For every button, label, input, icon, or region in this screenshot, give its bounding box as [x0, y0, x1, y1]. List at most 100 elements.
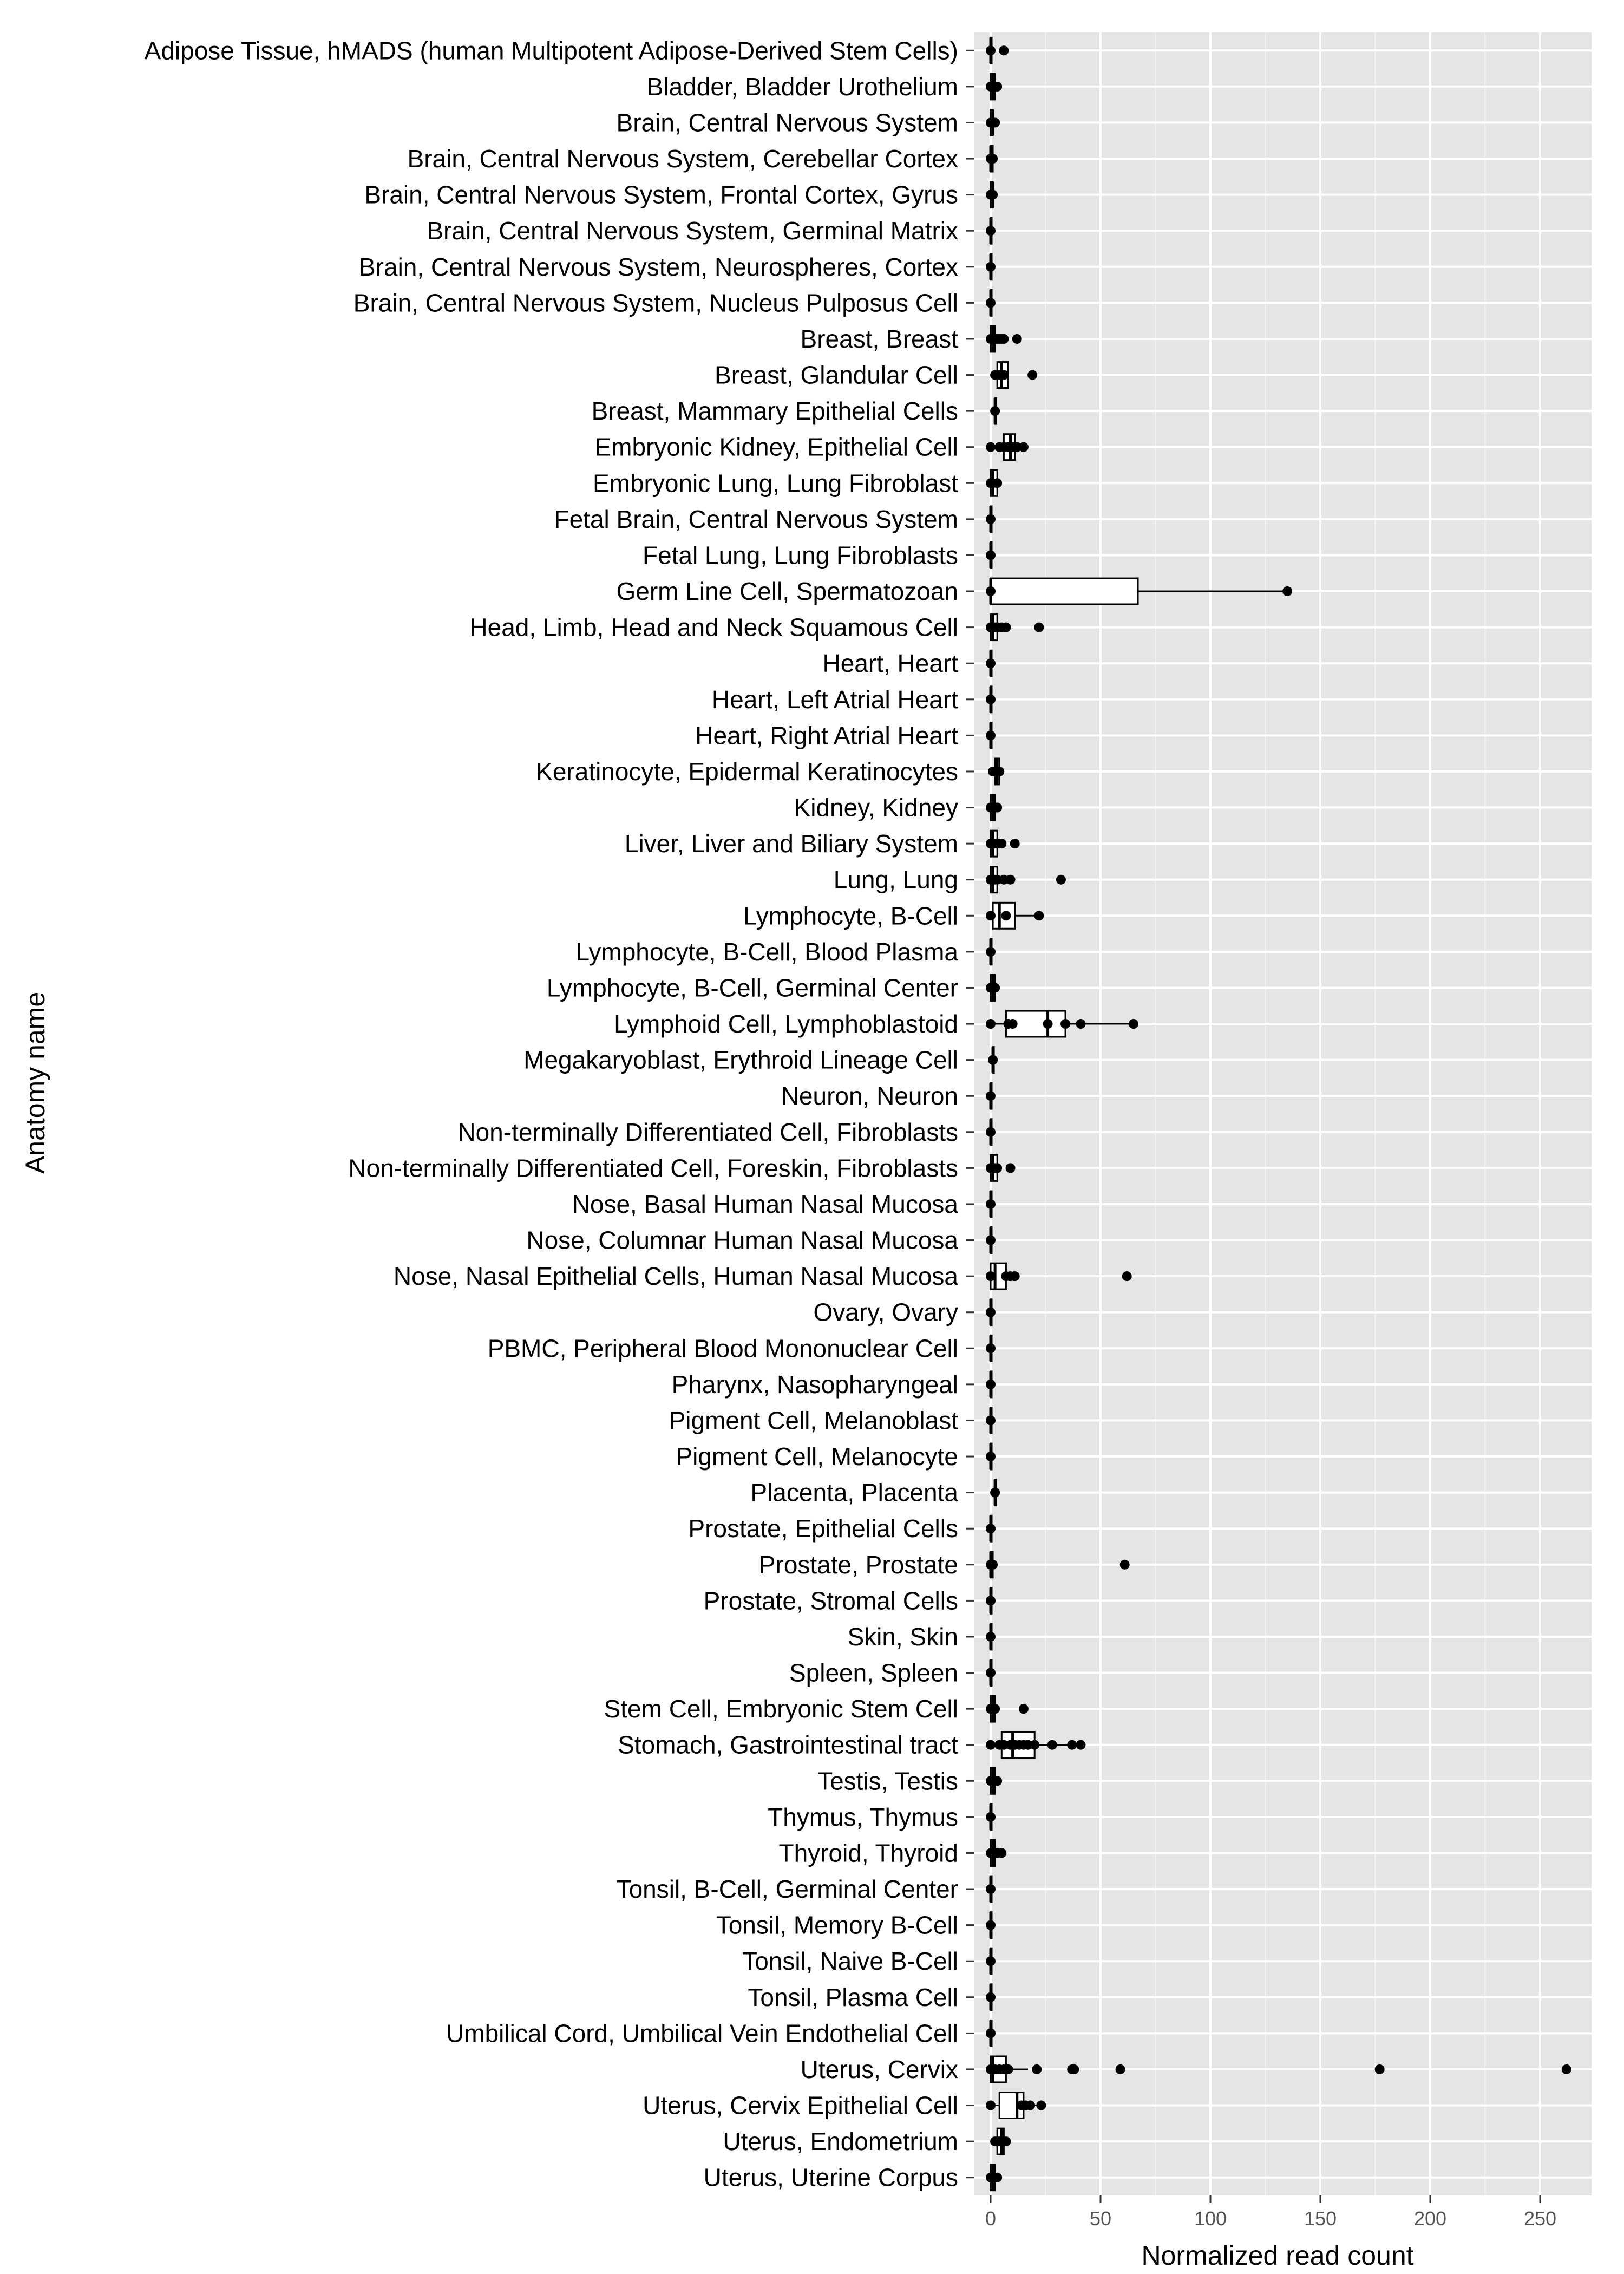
data-point [1128, 1019, 1138, 1029]
data-point [986, 1631, 996, 1642]
category-label: Prostate, Prostate [759, 1551, 958, 1579]
box-marks [986, 36, 1571, 2192]
category-label: Tonsil, B-Cell, Germinal Center [617, 1875, 958, 1903]
category-label: Heart, Left Atrial Heart [712, 685, 958, 714]
data-point [986, 1992, 996, 2002]
category-label: Pharynx, Nasopharyngeal [672, 1370, 958, 1399]
data-point [990, 117, 1000, 128]
data-point [986, 45, 996, 56]
category-label: Germ Line Cell, Spermatozoan [616, 577, 958, 605]
data-point [986, 1199, 996, 1209]
category-label: Bladder, Bladder Urothelium [647, 73, 958, 101]
data-point [994, 766, 1005, 776]
category-label: Thyroid, Thyroid [778, 1839, 958, 1867]
x-tick-label: 50 [1090, 2207, 1111, 2230]
grid-lines [974, 32, 1592, 2195]
y-axis-labels: Adipose Tissue, hMADS (human Multipotent… [145, 36, 959, 2191]
data-point [997, 1848, 1007, 1858]
category-label: Embryonic Lung, Lung Fibroblast [593, 469, 958, 497]
data-point [986, 911, 996, 921]
data-point [1010, 1271, 1020, 1282]
category-label: Brain, Central Nervous System, Frontal C… [364, 181, 958, 209]
data-point [992, 2172, 1003, 2182]
data-point [1005, 1163, 1016, 1173]
data-point [992, 478, 1003, 488]
data-point [986, 2028, 996, 2038]
data-point [986, 1740, 996, 1750]
data-point [986, 658, 996, 669]
category-label: Pigment Cell, Melanocyte [676, 1442, 958, 1471]
category-label: Prostate, Epithelial Cells [688, 1514, 958, 1543]
data-point [1122, 1271, 1132, 1282]
data-point [986, 226, 996, 236]
data-point [990, 1704, 1000, 1714]
data-point [999, 334, 1009, 344]
category-label: Non-terminally Differentiated Cell, Fore… [348, 1154, 958, 1182]
data-point [1003, 2064, 1013, 2074]
data-point [988, 1055, 998, 1065]
category-label: Brain, Central Nervous System [617, 108, 958, 136]
data-point [1007, 1019, 1018, 1029]
data-point [986, 1343, 996, 1354]
category-label: Brain, Central Nervous System, Cerebella… [408, 145, 958, 173]
data-point [986, 1019, 996, 1029]
data-point [999, 45, 1009, 56]
category-label: Lymphoid Cell, Lymphoblastoid [614, 1010, 958, 1038]
category-label: Nose, Nasal Epithelial Cells, Human Nasa… [394, 1262, 959, 1290]
y-axis-ticks [966, 49, 974, 2179]
category-label: Tonsil, Plasma Cell [748, 1983, 958, 2011]
category-label: Stem Cell, Embryonic Stem Cell [604, 1695, 958, 1723]
box [990, 577, 1139, 605]
category-label: Ovary, Ovary [813, 1298, 958, 1327]
data-point [988, 1559, 998, 1570]
data-point [992, 802, 1003, 813]
data-point [1076, 1740, 1086, 1750]
data-point [986, 514, 996, 524]
data-point [986, 1127, 996, 1137]
category-label: Heart, Heart [822, 649, 958, 677]
x-axis-title: Normalized read count [1141, 2240, 1413, 2271]
data-point [990, 406, 1000, 416]
category-label: Uterus, Cervix [801, 2055, 958, 2083]
data-point [992, 1776, 1003, 1786]
data-point [986, 946, 996, 957]
data-point [1012, 334, 1022, 344]
x-tick-label: 0 [985, 2207, 996, 2230]
category-label: Brain, Central Nervous System, Germinal … [427, 217, 958, 245]
data-point [1115, 2064, 1125, 2074]
data-point [1027, 370, 1038, 380]
category-label: Liver, Liver and Biliary System [625, 829, 958, 858]
data-point [1025, 2100, 1036, 2110]
data-point [986, 1596, 996, 1606]
data-point [986, 1271, 996, 1282]
category-label: Uterus, Endometrium [723, 2127, 958, 2155]
data-point [992, 1163, 1003, 1173]
data-point [988, 154, 998, 164]
data-point [1047, 1740, 1057, 1750]
data-point [992, 81, 1003, 92]
category-label: Brain, Central Nervous System, Neurosphe… [359, 253, 958, 281]
data-point [1001, 911, 1011, 921]
data-point [990, 1487, 1000, 1498]
data-point [1076, 1019, 1086, 1029]
data-point [990, 983, 1000, 993]
data-point [986, 1884, 996, 1894]
data-point [986, 1379, 996, 1389]
category-label: Uterus, Uterine Corpus [704, 2164, 958, 2192]
category-label: Breast, Breast [801, 325, 959, 353]
category-label: Keratinocyte, Epidermal Keratinocytes [536, 757, 958, 786]
category-label: Fetal Brain, Central Nervous System [554, 505, 959, 533]
category-label: Adipose Tissue, hMADS (human Multipotent… [145, 36, 958, 64]
data-point [1056, 874, 1066, 885]
data-point [988, 190, 998, 200]
data-point [1282, 586, 1293, 597]
category-label: Umbilical Cord, Umbilical Vein Endotheli… [446, 2019, 958, 2047]
category-label: Lymphocyte, B-Cell [743, 901, 958, 930]
data-point [1010, 839, 1020, 849]
data-point [986, 1307, 996, 1317]
category-label: Tonsil, Naive B-Cell [742, 1947, 958, 1975]
data-point [986, 2100, 996, 2110]
data-point [986, 550, 996, 560]
category-label: Stomach, Gastrointestinal tract [618, 1731, 958, 1759]
